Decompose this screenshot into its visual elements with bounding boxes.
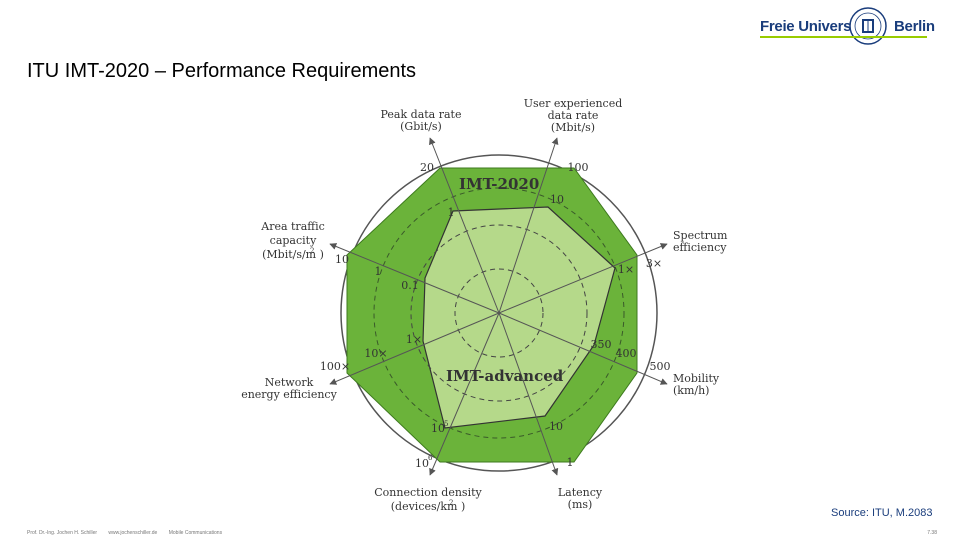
tick-peak-outer: 20	[420, 161, 434, 174]
imt-advanced-polygon	[422, 206, 616, 429]
footer-website: www.jochenschiller.de	[108, 530, 158, 536]
slide-title: ITU IMT-2020 – Performance Requirements	[27, 60, 417, 82]
axis-label-area: Area traffic capacity (Mbit/s/m )	[260, 220, 325, 261]
imt-advanced-label: IMT-advanced	[446, 367, 564, 385]
logo-underline	[760, 36, 927, 38]
axis-label-spectrum: Spectrum efficiency	[673, 229, 728, 254]
logo-text-right: Berlin	[894, 18, 935, 35]
footer-course: Mobile Communications	[168, 530, 223, 536]
tick-energy-inner: 1×	[406, 333, 422, 346]
axis-label-density: Connection density (devices/km )	[374, 486, 482, 513]
axis-mobility	[498, 312, 668, 385]
axis-density	[429, 312, 500, 476]
tick-mobility-inner: 350	[591, 338, 612, 351]
tick-density-inner: 10	[431, 422, 445, 435]
tick-mobility-outer: 500	[650, 360, 671, 373]
axis-spectrum	[498, 243, 668, 314]
tick-density-outer: 10	[415, 457, 429, 470]
axis-user	[498, 137, 559, 314]
tick-user-outer: 100	[568, 161, 589, 174]
tick-area-inner: 0.1	[401, 279, 419, 292]
imt2020-label: IMT-2020	[459, 175, 539, 193]
tick-density-outer-superscript: 6	[428, 454, 433, 462]
area-unit-superscript: 2	[310, 247, 314, 255]
slide-footer: Prof. Dr.-Ing. Jochen H. Schiller www.jo…	[27, 530, 232, 536]
axis-label-peak: Peak data rate (Gbit/s)	[381, 108, 462, 133]
footer-author: Prof. Dr.-Ing. Jochen H. Schiller	[27, 530, 98, 536]
axis-peak	[429, 137, 500, 314]
tick-area-outer: 10	[335, 253, 349, 266]
axis-energy	[329, 312, 500, 385]
axis-label-user: User experienced data rate (Mbit/s)	[524, 97, 623, 134]
dashed-ring-outer	[373, 187, 625, 439]
tick-spectrum-inner: 1×	[618, 263, 634, 276]
tick-latency-outer: 1	[567, 456, 574, 469]
page-number: 7.38	[927, 530, 937, 536]
tick-area-mid: 1	[375, 265, 382, 278]
dashed-ring-inner	[454, 268, 544, 358]
university-logo: Freie Universität Berlin	[760, 6, 935, 45]
density-unit-superscript: 2	[449, 499, 453, 507]
tick-mobility-mid: 400	[616, 347, 637, 360]
tick-peak-inner: 1	[448, 206, 455, 219]
source-caption: Source: ITU, M.2083	[831, 507, 933, 519]
axis-latency	[498, 312, 559, 476]
outer-circle	[340, 154, 658, 472]
tick-spectrum-outer: 3×	[646, 257, 662, 270]
axis-label-latency: Latency (ms)	[558, 486, 603, 511]
axis-label-energy: Network energy efficiency	[241, 376, 337, 401]
axis-area	[329, 243, 500, 314]
university-seal-icon	[849, 7, 887, 45]
dashed-ring-middle	[410, 224, 588, 402]
tick-user-inner: 10	[550, 193, 564, 206]
tick-energy-outer: 100×	[320, 360, 350, 373]
tick-latency-inner: 10	[549, 420, 563, 433]
axis-label-mobility: Mobility (km/h)	[673, 372, 720, 397]
tick-energy-mid: 10×	[364, 347, 387, 360]
tick-density-inner-superscript: 5	[444, 420, 448, 428]
logo-text-left: Freie Universität	[760, 18, 873, 35]
